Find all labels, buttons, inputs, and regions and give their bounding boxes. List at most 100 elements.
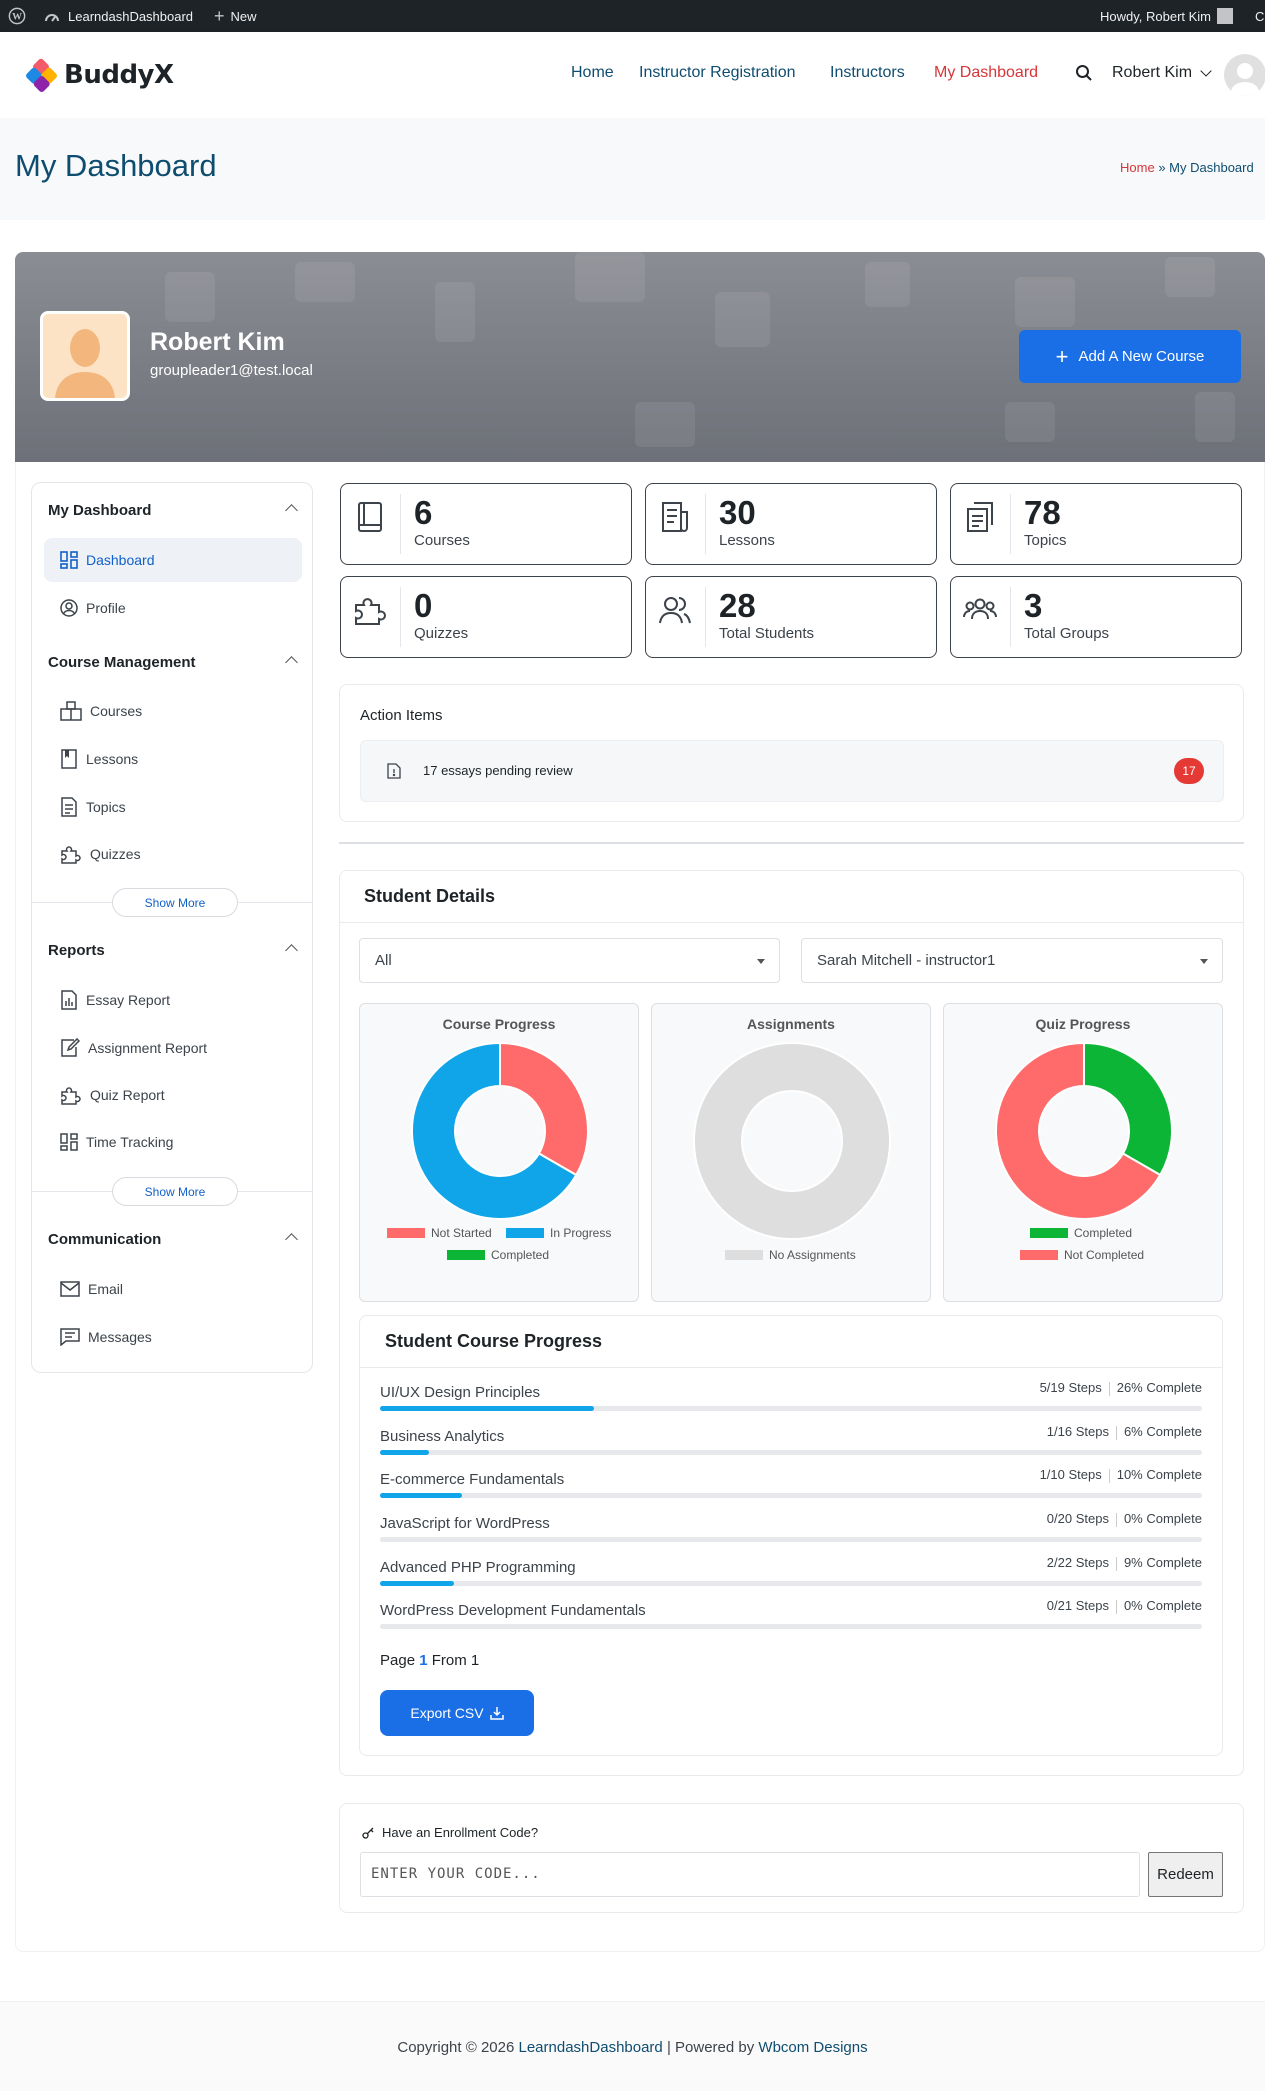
sidebar-heading-my-dashboard[interactable]: My Dashboard (48, 502, 152, 519)
redeem-button[interactable]: Redeem (1148, 1852, 1223, 1897)
quiz-progress-donut[interactable] (994, 1041, 1174, 1221)
header-avatar[interactable] (1224, 54, 1265, 96)
legend-in-progress[interactable]: In Progress (506, 1226, 611, 1240)
sidebar-item-profile[interactable]: Profile (44, 586, 302, 630)
profile-name: Robert Kim (150, 328, 285, 356)
legend-label: Not Completed (1064, 1248, 1145, 1262)
sidebar-item-lessons[interactable]: Lessons (44, 737, 302, 781)
export-csv-button[interactable]: Export CSV (380, 1690, 534, 1736)
stat-card-lessons[interactable]: 30 Lessons (645, 483, 937, 565)
sidebar-item-time-tracking[interactable]: Time Tracking (44, 1120, 302, 1164)
site-logo[interactable]: BuddyX (26, 58, 174, 92)
donut-slice-completed[interactable] (1083, 1041, 1173, 1177)
user-menu[interactable]: Robert Kim (1112, 64, 1212, 82)
donut-slice-not-completed[interactable] (995, 1041, 1162, 1220)
admin-bar: W LearndashDashboard + New Howdy, Robert… (0, 0, 1265, 32)
sidebar-item-courses[interactable]: Courses (44, 689, 302, 733)
donut-slice-no-assignments[interactable] (693, 1042, 891, 1240)
wordpress-logo-icon[interactable]: W (8, 0, 26, 32)
course-progress-donut[interactable] (410, 1041, 590, 1221)
document-icon (61, 797, 77, 817)
pagination-label: Page (380, 1652, 416, 1669)
sidebar-item-quiz-report[interactable]: Quiz Report (44, 1073, 302, 1117)
breadcrumb: Home » My Dashboard (1120, 160, 1254, 175)
sidebar-item-topics[interactable]: Topics (44, 785, 302, 829)
admin-howdy[interactable]: Howdy, Robert Kim (1100, 0, 1234, 32)
site-header (0, 32, 1265, 118)
footer-wbcom-link[interactable]: Wbcom Designs (758, 2039, 868, 2056)
sidebar-item-email[interactable]: Email (44, 1267, 302, 1311)
legend-not-completed[interactable]: Not Completed (1020, 1248, 1144, 1262)
stat-card-students[interactable]: 28 Total Students (645, 576, 937, 658)
sidebar-heading-reports[interactable]: Reports (48, 942, 105, 959)
footer-site-link[interactable]: LearndashDashboard (518, 2039, 663, 2056)
legend-completed[interactable]: Completed (1030, 1226, 1132, 1240)
admin-search-link[interactable]: C (1255, 8, 1265, 24)
legend-not-started[interactable]: Not Started (387, 1226, 492, 1240)
courses-icon (60, 701, 82, 721)
sidebar-item-essay-report[interactable]: Essay Report (44, 978, 302, 1022)
donut-slice-in-progress[interactable] (411, 1041, 578, 1220)
sidebar-item-label: Assignment Report (88, 1040, 208, 1056)
sidebar-item-quizzes[interactable]: Quizzes (44, 832, 302, 876)
action-item-label: 17 essays pending review (423, 763, 573, 778)
donut-slice-not-started[interactable] (499, 1041, 589, 1177)
progress-row[interactable]: UI/UX Design Principles 5/19 Steps 26% Co… (380, 1380, 1202, 1424)
stat-card-courses[interactable]: 6 Courses (340, 483, 632, 565)
sidebar-item-messages[interactable]: Messages (44, 1315, 302, 1359)
chevron-down-icon (1200, 65, 1212, 77)
pagination: Page 1 From 1 (380, 1652, 479, 1669)
message-icon (60, 1328, 80, 1346)
nav-my-dashboard[interactable]: My Dashboard (934, 64, 1039, 81)
breadcrumb-separator: » (1158, 160, 1166, 175)
nav-home[interactable]: Home (571, 64, 614, 81)
assignments-donut[interactable] (692, 1041, 892, 1241)
progress-row[interactable]: JavaScript for WordPress 0/20 Steps 0% Co… (380, 1511, 1202, 1555)
stat-card-topics[interactable]: 78 Topics (950, 483, 1242, 565)
add-course-button[interactable]: + Add A New Course (1019, 330, 1241, 383)
course-name: WordPress Development Fundamentals (380, 1602, 646, 1619)
course-name: Business Analytics (380, 1428, 505, 1445)
sidebar-item-label: Courses (90, 703, 143, 719)
chevron-up-icon[interactable] (285, 1233, 298, 1246)
show-more-button[interactable]: Show More (112, 888, 238, 917)
profile-avatar[interactable] (40, 311, 130, 401)
site-footer (0, 2001, 1265, 2091)
admin-new-link[interactable]: + New (214, 0, 257, 32)
breadcrumb-home[interactable]: Home (1120, 160, 1155, 175)
chevron-up-icon[interactable] (285, 944, 298, 957)
course-name: JavaScript for WordPress (380, 1515, 550, 1532)
user-circle-icon (60, 599, 78, 617)
student-filter-select[interactable]: Sarah Mitchell - instructor1 (801, 938, 1223, 983)
progress-row[interactable]: WordPress Development Fundamentals 0/21 … (380, 1598, 1202, 1642)
admin-new-label: New (230, 8, 257, 24)
admin-site-link[interactable]: LearndashDashboard (44, 0, 193, 32)
course-filter-select[interactable]: All (359, 938, 780, 983)
stat-card-quizzes[interactable]: 0 Quizzes (340, 576, 632, 658)
legend-completed[interactable]: Completed (447, 1248, 549, 1262)
sidebar-item-dashboard[interactable]: Dashboard (44, 538, 302, 582)
copy-icon (967, 502, 993, 532)
chevron-up-icon[interactable] (285, 504, 298, 517)
stat-label: Total Groups (1024, 625, 1110, 642)
sidebar-item-assignment-report[interactable]: Assignment Report (44, 1026, 302, 1070)
chevron-up-icon[interactable] (285, 656, 298, 669)
search-icon[interactable] (1075, 64, 1093, 87)
admin-howdy-label: Howdy, Robert Kim (1100, 8, 1212, 24)
enrollment-code-input[interactable]: ENTER YOUR CODE... (360, 1852, 1140, 1897)
pagination-current[interactable]: 1 (419, 1652, 428, 1669)
action-item-essays[interactable]: 17 essays pending review 17 (360, 740, 1224, 802)
profile-email: groupleader1@test.local (150, 362, 313, 379)
progress-row[interactable]: E-commerce Fundamentals 1/10 Steps 10% Co… (380, 1467, 1202, 1511)
nav-instructor-registration[interactable]: Instructor Registration (639, 64, 796, 81)
document-icon (387, 763, 401, 779)
sidebar-heading-communication[interactable]: Communication (48, 1231, 162, 1248)
legend-no-assignments[interactable]: No Assignments (725, 1248, 856, 1262)
progress-row[interactable]: Business Analytics 1/16 Steps 6% Complete (380, 1424, 1202, 1468)
course-progress-title: Student Course Progress (385, 1331, 603, 1351)
nav-instructors[interactable]: Instructors (830, 64, 905, 81)
stat-card-groups[interactable]: 3 Total Groups (950, 576, 1242, 658)
progress-row[interactable]: Advanced PHP Programming 2/22 Steps 9% Co… (380, 1555, 1202, 1599)
show-more-button[interactable]: Show More (112, 1177, 238, 1206)
sidebar-heading-course-management[interactable]: Course Management (48, 654, 196, 671)
